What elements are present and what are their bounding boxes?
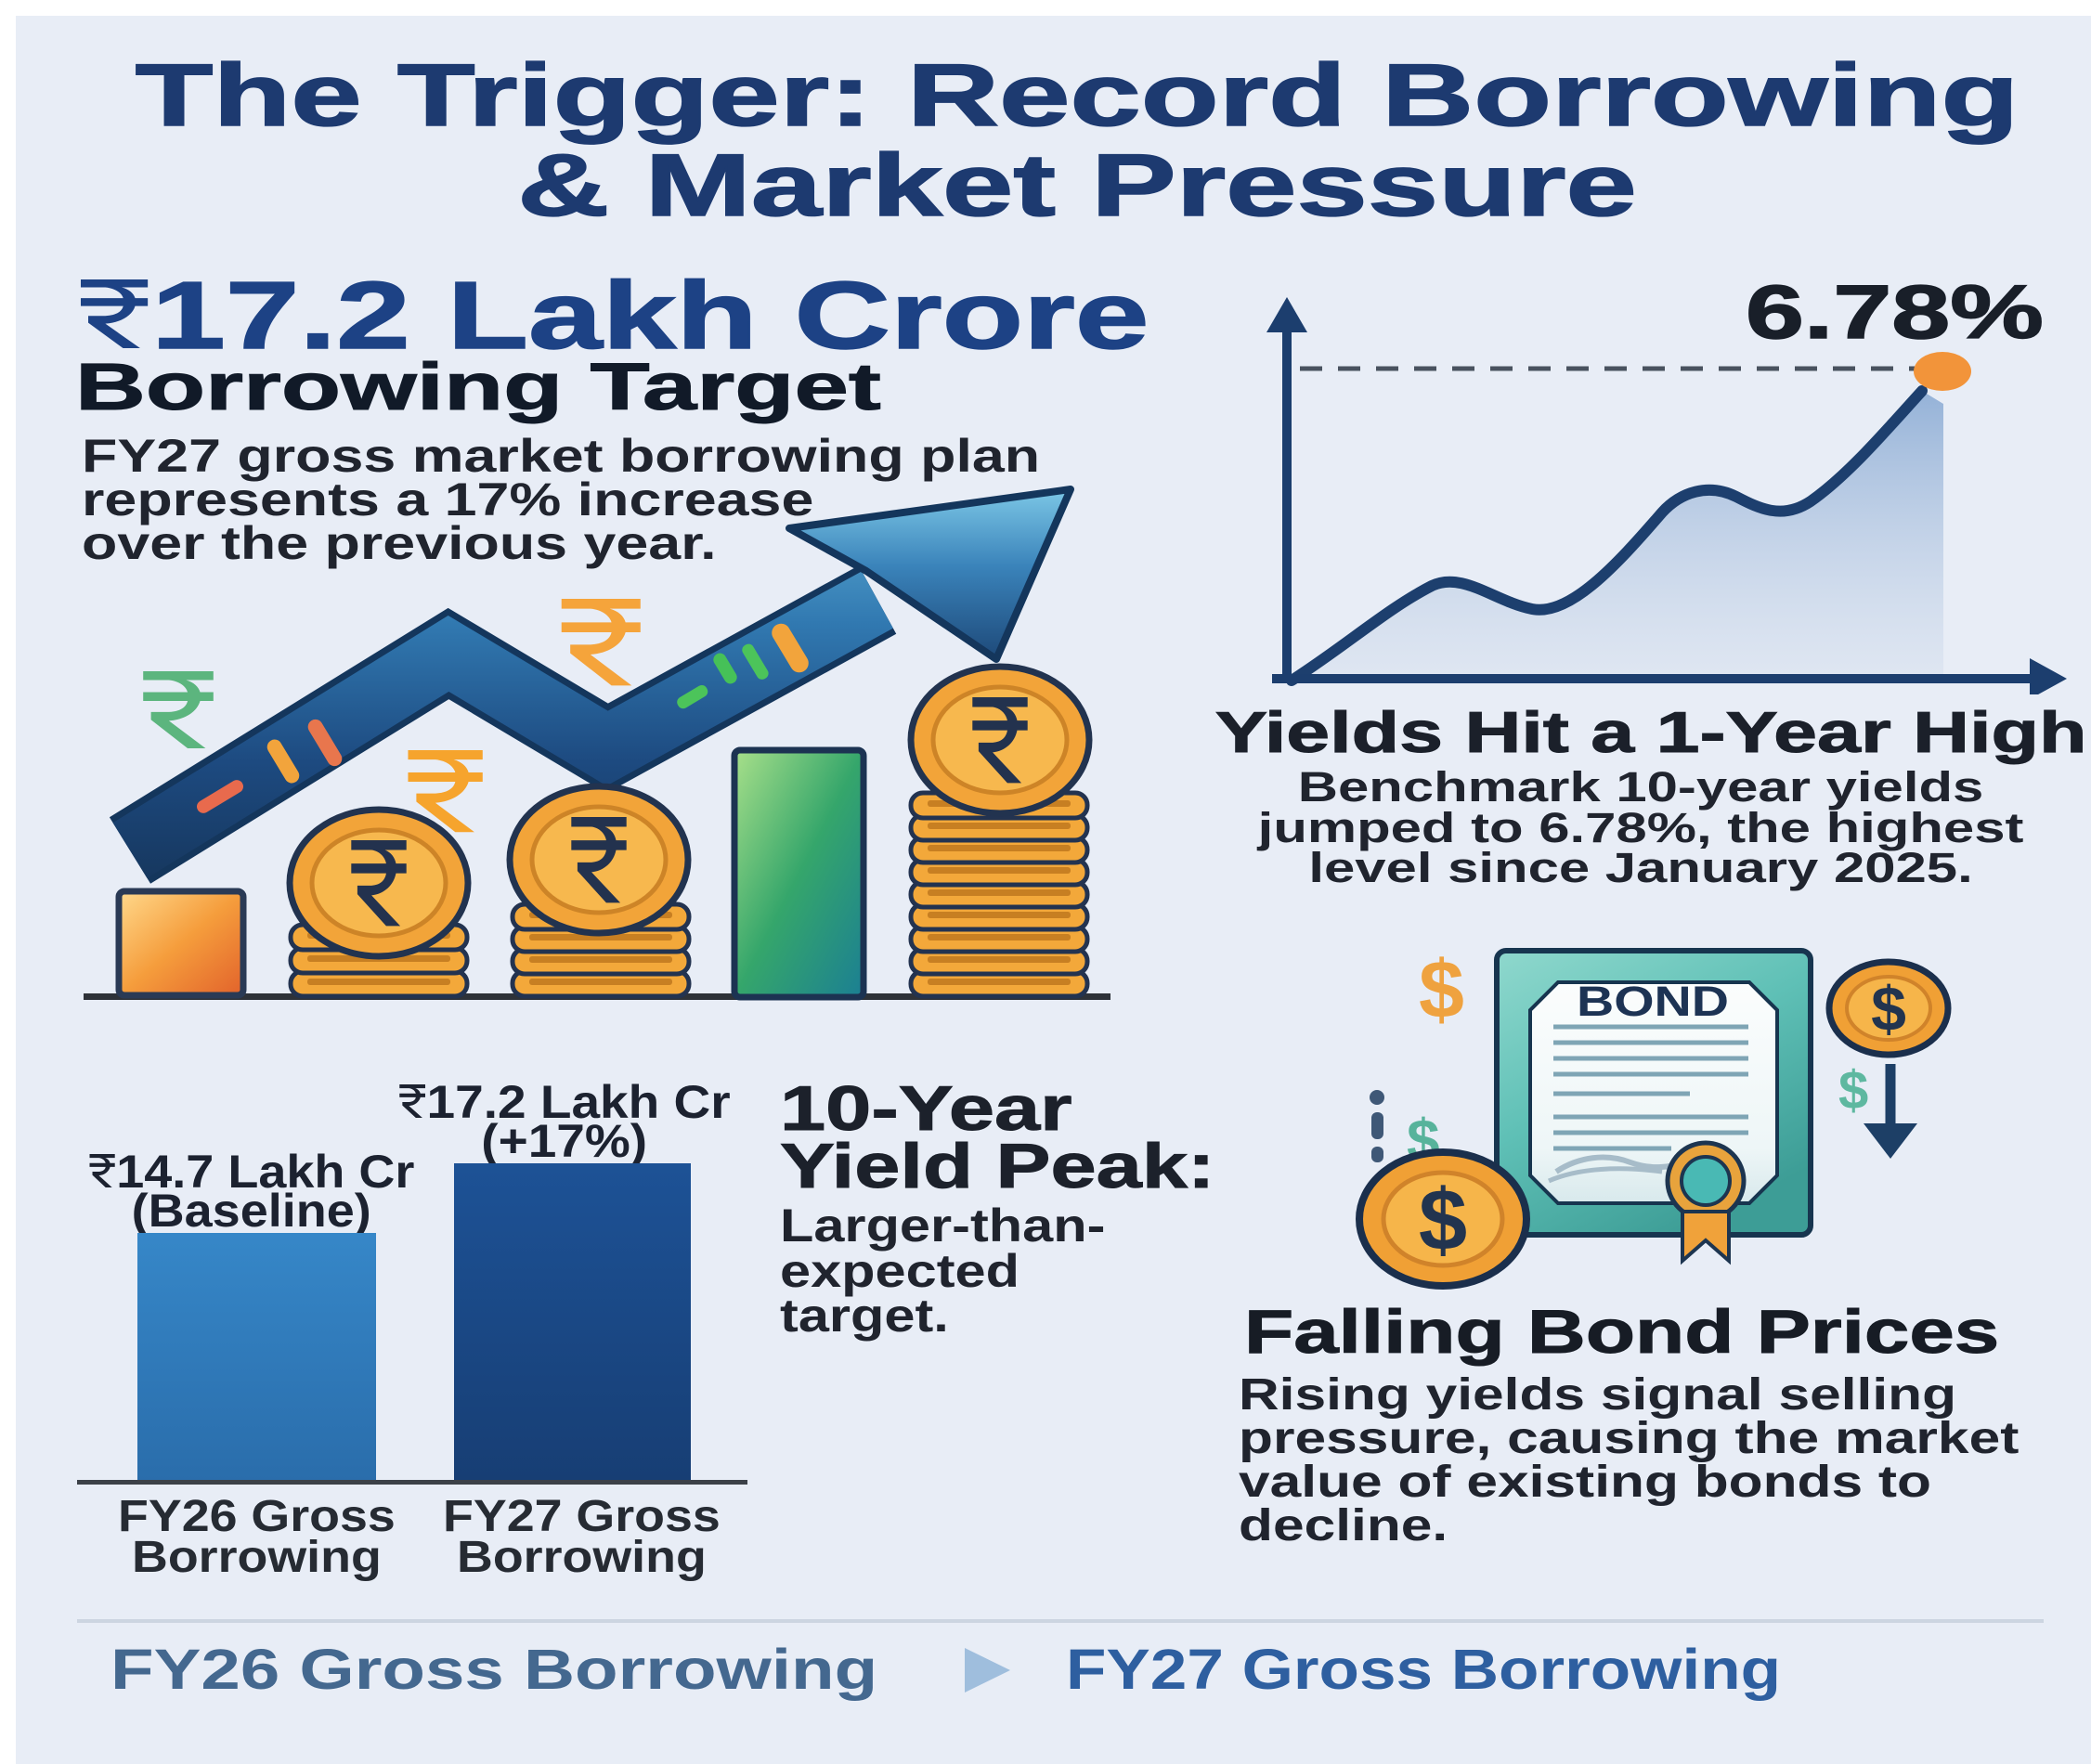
svg-text:$: $ [1419, 1171, 1467, 1268]
svg-text:$: $ [1419, 943, 1464, 1035]
svg-text:BOND: BOND [1577, 978, 1729, 1025]
svg-text:$: $ [1871, 974, 1906, 1044]
svg-text:$: $ [1838, 1060, 1868, 1121]
